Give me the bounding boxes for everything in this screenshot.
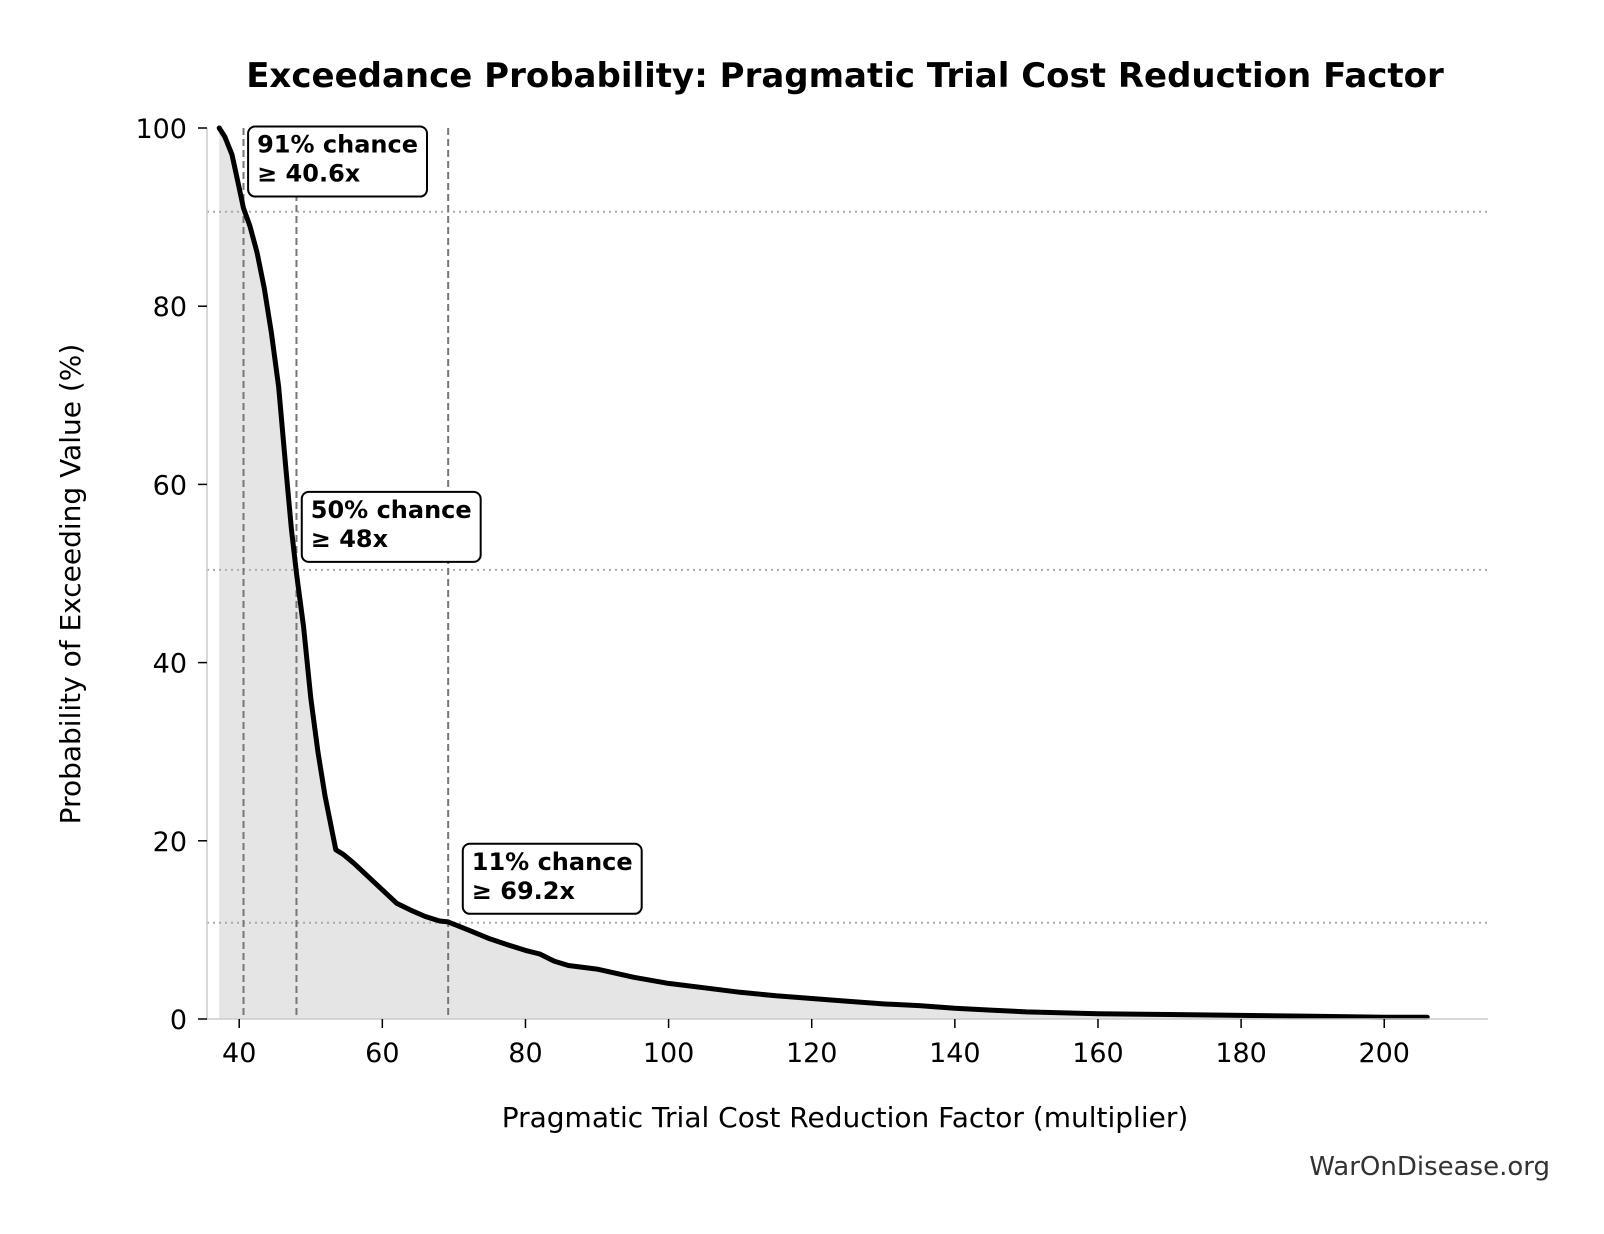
annotation-line2-3: ≥ 69.2x	[472, 877, 576, 905]
annotation-box-3	[461, 842, 643, 915]
annotation-line2-1: ≥ 40.6x	[257, 160, 361, 188]
x-tick-label-180: 180	[1215, 1038, 1267, 1069]
annotation-box-1	[247, 125, 429, 198]
y-tick-label-20: 20	[153, 827, 187, 858]
x-tick-label-80: 80	[508, 1038, 542, 1069]
x-tick-label-120: 120	[786, 1038, 838, 1069]
y-tick-label-0: 0	[170, 1005, 187, 1036]
x-tick-label-100: 100	[643, 1038, 695, 1069]
plot-area: 40 60 80 100 120 140 160 180 200 0 20 40 60 80 100 91% …	[135, 114, 1488, 1069]
annotation-line2-2: ≥ 48x	[311, 525, 389, 553]
annotation-line1-1: 91% chance	[257, 131, 418, 159]
x-tick-label-140: 140	[929, 1038, 981, 1069]
y-axis-label: Probability of Exceeding Value (%)	[54, 344, 87, 825]
chart-title: Exceedance Probability: Pragmatic Trial …	[246, 56, 1444, 96]
x-axis-label: Pragmatic Trial Cost Reduction Factor (m…	[502, 1101, 1189, 1134]
exceedance-curve	[216, 125, 1430, 1020]
y-tick-label-80: 80	[153, 292, 187, 323]
watermark: WarOnDisease.org	[1309, 1152, 1550, 1182]
annotation-line1-2: 50% chance	[311, 496, 472, 524]
x-tick-label-200: 200	[1358, 1038, 1410, 1069]
x-tick-label-60: 60	[365, 1038, 399, 1069]
annotation-line1-3: 11% chance	[472, 848, 633, 876]
x-tick-label-160: 160	[1072, 1038, 1124, 1069]
y-tick-label-60: 60	[153, 470, 187, 501]
exceedance-fill-area	[219, 128, 1428, 1019]
x-tick-label-40: 40	[222, 1038, 256, 1069]
y-tick-label-40: 40	[153, 649, 187, 680]
annotation-box-2	[300, 490, 482, 563]
y-tick-label-100: 100	[135, 114, 187, 145]
